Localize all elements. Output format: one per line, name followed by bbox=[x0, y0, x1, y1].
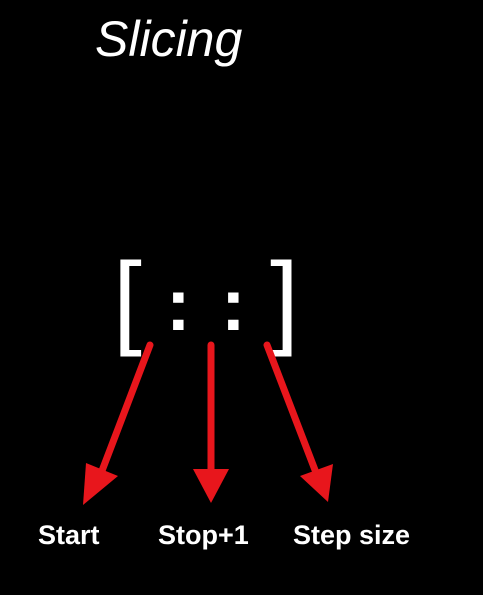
colon-first: : bbox=[166, 263, 191, 346]
open-bracket: [ bbox=[113, 242, 142, 358]
arrow-step bbox=[263, 341, 333, 502]
colon-second: : bbox=[221, 263, 246, 346]
slice-notation: [ : : ] bbox=[113, 242, 299, 358]
arrow-start bbox=[83, 341, 154, 505]
label-step-size: Step size bbox=[293, 520, 411, 550]
label-stop: Stop+1 bbox=[158, 520, 249, 550]
arrows bbox=[83, 341, 333, 505]
arrow-stop bbox=[193, 341, 229, 503]
slide-title: Slicing bbox=[95, 11, 243, 67]
close-bracket: ] bbox=[270, 242, 299, 358]
label-start: Start bbox=[38, 520, 100, 550]
